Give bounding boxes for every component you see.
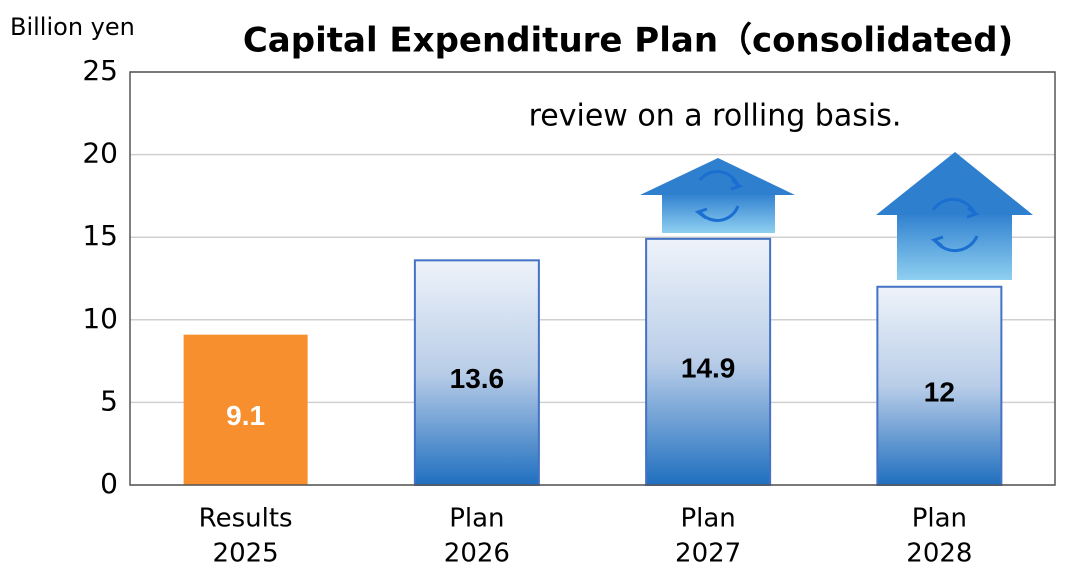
arrow-2027 — [640, 158, 795, 233]
x-tick-label: Plan — [912, 504, 967, 534]
y-tick-label: 25 — [82, 54, 118, 87]
value-label: 12 — [924, 376, 955, 407]
x-tick-label: 2028 — [906, 539, 972, 569]
x-tick-label: 2026 — [444, 539, 510, 569]
y-tick-label: 15 — [82, 219, 118, 252]
value-label: 14.9 — [681, 352, 736, 383]
y-axis-label: Billion yen — [10, 13, 135, 41]
value-label: 9.1 — [226, 400, 265, 431]
plot-frame — [129, 71, 1056, 486]
bar — [183, 334, 308, 485]
y-tick-label: 5 — [100, 384, 118, 417]
y-tick-label: 10 — [82, 302, 118, 335]
y-tick-label: 20 — [82, 137, 118, 170]
value-label: 13.6 — [450, 363, 505, 394]
x-tick-label: 2025 — [213, 539, 279, 569]
annotation: review on a rolling basis. — [529, 99, 902, 134]
x-tick-label: 2027 — [675, 539, 741, 569]
x-tick-label: Plan — [680, 504, 735, 534]
x-tick-label: Plan — [449, 504, 504, 534]
chart-title: Capital Expenditure Plan（consolidated) — [243, 21, 1013, 61]
x-tick-label: Results — [199, 504, 293, 534]
bar — [413, 259, 540, 486]
arrow-2028 — [876, 152, 1033, 280]
y-tick-label: 0 — [100, 467, 118, 500]
